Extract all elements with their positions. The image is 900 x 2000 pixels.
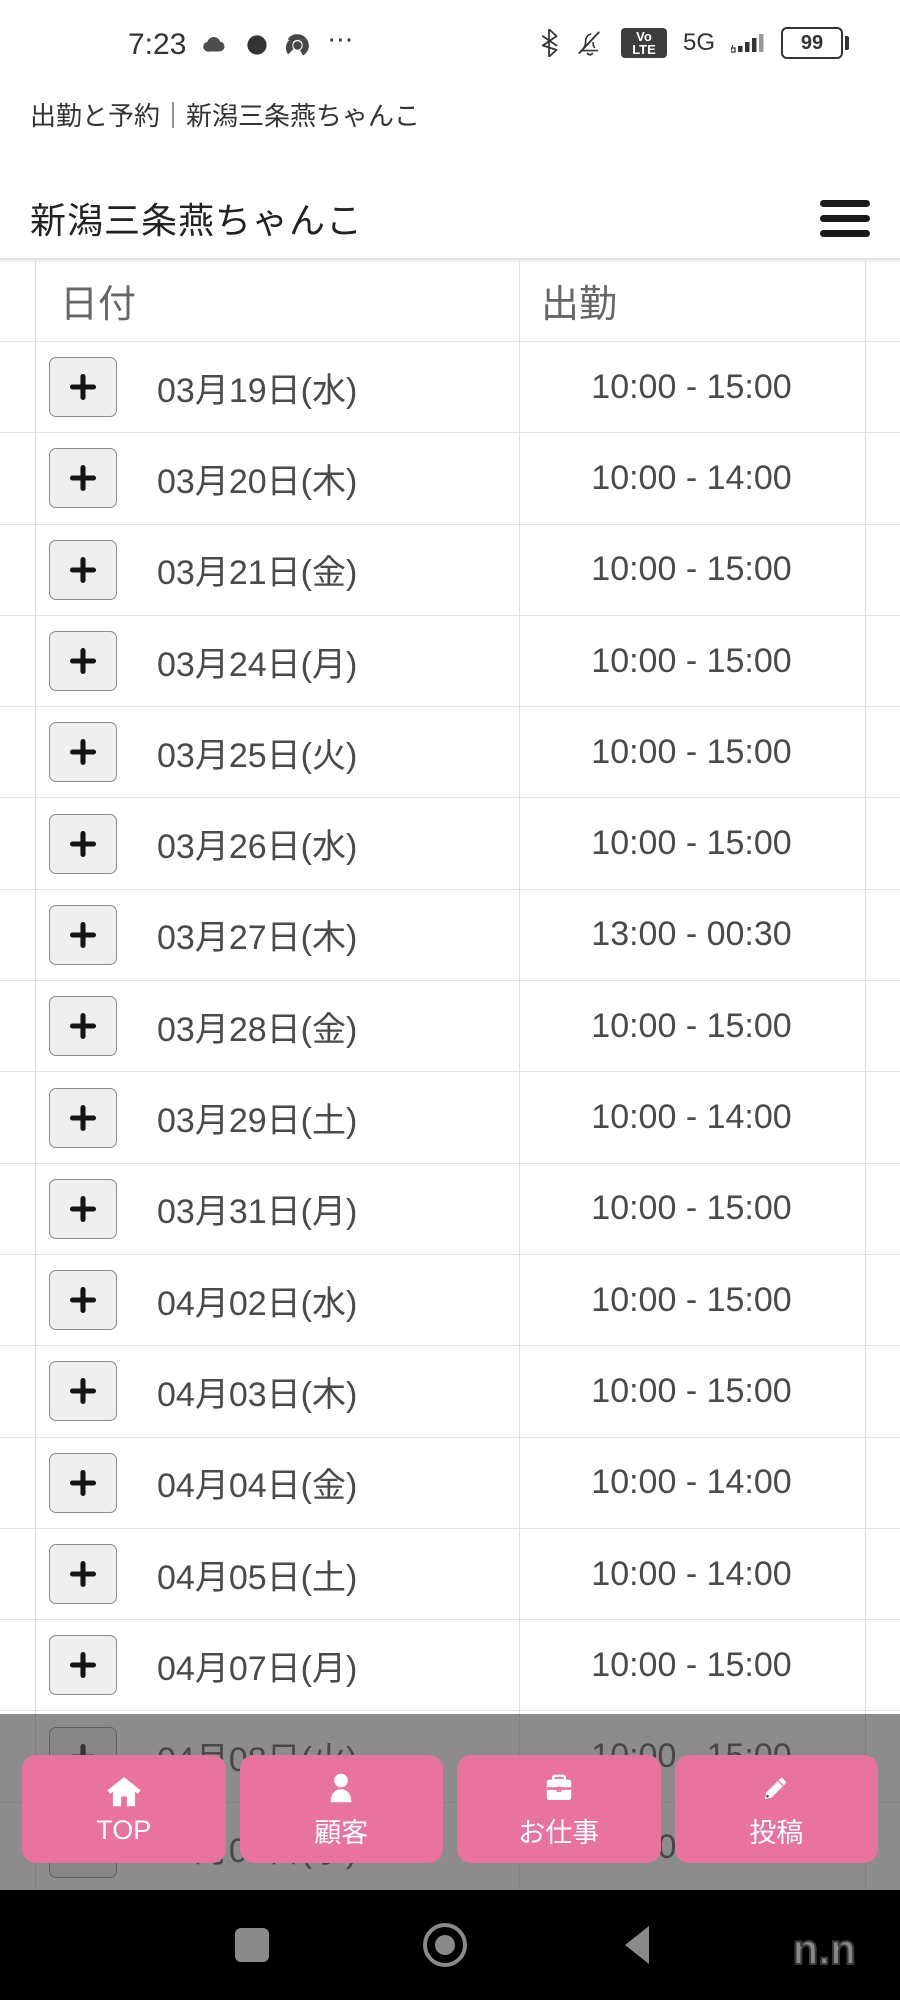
svg-text:n.n: n.n bbox=[793, 1926, 856, 1973]
